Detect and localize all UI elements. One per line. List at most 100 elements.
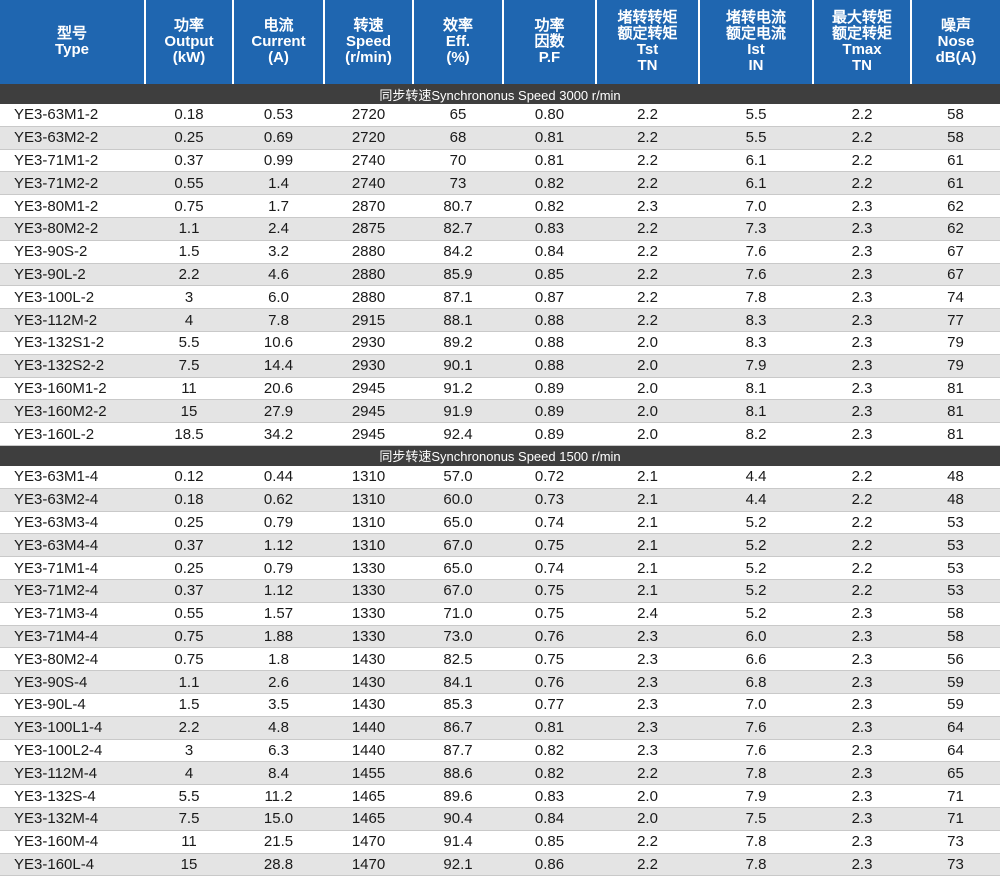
column-header-line: Type: [55, 41, 89, 58]
cell-noise: 64: [911, 716, 1000, 740]
column-header-speed: 转速 Speed (r/min): [324, 0, 414, 84]
table-row: YE3-100L2-4 3 6.3 1440 87.7 0.82 2.3 7.6 2.3 64: [0, 739, 1000, 763]
cell-speed: 1330: [324, 625, 413, 649]
cell-current: 15.0: [233, 807, 324, 831]
cell-type: YE3-63M1-2: [0, 104, 145, 127]
cell-efficiency: 68: [413, 126, 503, 150]
cell-output: 0.37: [145, 533, 233, 558]
cell-speed: 1310: [324, 511, 413, 535]
column-header-line: (%): [446, 49, 470, 66]
cell-speed: 2945: [324, 399, 413, 424]
column-header-tmax-tn: 最大转矩 额定转矩 Tmax TN: [813, 0, 912, 84]
cell-current: 4.8: [233, 716, 324, 740]
cell-efficiency: 85.3: [413, 693, 503, 717]
cell-speed: 1330: [324, 556, 413, 580]
column-header-line: 额定转矩: [617, 25, 678, 42]
column-header-line: 效率: [442, 17, 473, 34]
cell-output: 0.25: [145, 126, 233, 150]
cell-current: 1.88: [233, 625, 324, 649]
cell-type: YE3-132S-4: [0, 784, 145, 808]
cell-speed: 2880: [324, 285, 413, 310]
cell-tst-tn: 2.0: [596, 331, 699, 355]
column-header-line: 额定电流: [725, 25, 786, 42]
column-header-line: Eff.: [445, 33, 471, 50]
cell-type: YE3-112M-2: [0, 308, 145, 332]
cell-type: YE3-90L-2: [0, 263, 145, 287]
cell-ist-in: 7.5: [699, 807, 813, 831]
column-header-line: P.F: [538, 49, 561, 66]
cell-type: YE3-132S2-2: [0, 354, 145, 378]
cell-tst-tn: 2.3: [596, 693, 699, 717]
cell-tmax-tn: 2.3: [813, 602, 911, 626]
column-header-output: 功率 Output (kW): [145, 0, 234, 84]
cell-output: 7.5: [145, 354, 233, 378]
column-header-type: 型号 Type: [0, 0, 146, 84]
cell-speed: 2720: [324, 104, 413, 127]
cell-ist-in: 6.1: [699, 149, 813, 173]
cell-efficiency: 73: [413, 171, 503, 196]
table-row: YE3-63M1-2 0.18 0.53 2720 65 0.80 2.2 5.5 2.2 58: [0, 104, 1000, 127]
cell-noise: 61: [911, 171, 1000, 196]
cell-efficiency: 90.4: [413, 807, 503, 831]
cell-tst-tn: 2.2: [596, 126, 699, 150]
cell-tmax-tn: 2.2: [813, 488, 911, 512]
cell-noise: 56: [911, 647, 1000, 672]
cell-efficiency: 91.2: [413, 377, 503, 401]
cell-current: 7.8: [233, 308, 324, 332]
table-row: YE3-71M2-4 0.37 1.12 1330 67.0 0.75 2.1 5.2 2.2 5…: [0, 579, 1000, 603]
cell-output: 11: [145, 377, 233, 401]
cell-tmax-tn: 2.3: [813, 331, 911, 355]
cell-noise: 73: [911, 853, 1000, 876]
cell-noise: 58: [911, 126, 1000, 150]
cell-power-factor: 0.83: [503, 784, 596, 808]
cell-speed: 2915: [324, 308, 413, 332]
cell-current: 2.6: [233, 670, 324, 694]
cell-efficiency: 92.4: [413, 422, 503, 446]
column-header-current: 电流 Current (A): [233, 0, 325, 84]
cell-speed: 1470: [324, 830, 413, 854]
cell-noise: 71: [911, 807, 1000, 831]
cell-tst-tn: 2.1: [596, 488, 699, 512]
cell-output: 11: [145, 830, 233, 854]
cell-type: YE3-160M2-2: [0, 399, 145, 424]
cell-speed: 1310: [324, 533, 413, 558]
cell-efficiency: 65: [413, 104, 503, 127]
column-header-line: 转速: [353, 17, 384, 34]
table-row: YE3-71M1-2 0.37 0.99 2740 70 0.81 2.2 6.1 2.2 61: [0, 149, 1000, 173]
table-row: YE3-160M2-2 15 27.9 2945 91.9 0.89 2.0 8.1 2.3 81: [0, 399, 1000, 424]
column-header-line: 功率: [173, 17, 204, 34]
cell-current: 6.3: [233, 739, 324, 763]
cell-type: YE3-90S-2: [0, 240, 145, 264]
cell-output: 18.5: [145, 422, 233, 446]
cell-efficiency: 65.0: [413, 511, 503, 535]
cell-tmax-tn: 2.3: [813, 647, 911, 672]
cell-power-factor: 0.85: [503, 830, 596, 854]
cell-output: 5.5: [145, 784, 233, 808]
cell-tst-tn: 2.2: [596, 263, 699, 287]
cell-efficiency: 85.9: [413, 263, 503, 287]
cell-tst-tn: 2.2: [596, 104, 699, 127]
table-row: YE3-71M3-4 0.55 1.57 1330 71.0 0.75 2.4 5.2 2.3 5…: [0, 602, 1000, 626]
cell-power-factor: 0.85: [503, 263, 596, 287]
column-header-line: TN: [637, 57, 658, 74]
cell-tst-tn: 2.4: [596, 602, 699, 626]
cell-ist-in: 8.3: [699, 331, 813, 355]
cell-speed: 2945: [324, 422, 413, 446]
column-header-line: Current: [251, 33, 306, 50]
cell-current: 3.2: [233, 240, 324, 264]
cell-speed: 2720: [324, 126, 413, 150]
cell-tmax-tn: 2.2: [813, 579, 911, 603]
column-header-line: Nose: [937, 33, 975, 50]
cell-ist-in: 4.4: [699, 488, 813, 512]
column-header-line: IN: [748, 57, 764, 74]
cell-tmax-tn: 2.2: [813, 126, 911, 150]
column-header-line: 噪声: [940, 17, 971, 34]
cell-ist-in: 7.6: [699, 263, 813, 287]
cell-noise: 67: [911, 240, 1000, 264]
cell-ist-in: 7.6: [699, 739, 813, 763]
cell-noise: 53: [911, 533, 1000, 558]
header-row: 型号 Type 功率 Output (kW) 电流 Current (A) 转速 Speed (r/…: [0, 0, 1000, 84]
cell-efficiency: 92.1: [413, 853, 503, 876]
cell-ist-in: 7.6: [699, 240, 813, 264]
cell-tst-tn: 2.3: [596, 716, 699, 740]
